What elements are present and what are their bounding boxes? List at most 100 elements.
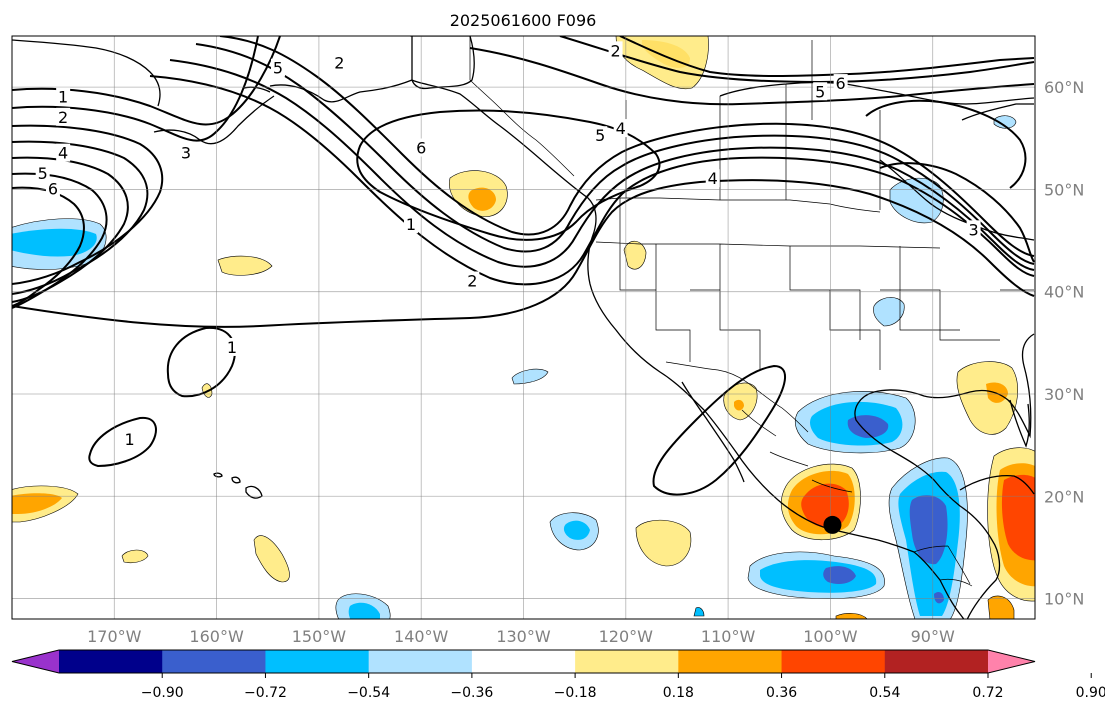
contour-label-halo [403, 215, 418, 234]
contour-line [12, 172, 108, 309]
contour-label-halo [224, 337, 239, 356]
anomaly-region-positive [986, 382, 1008, 403]
lon-tick-label: 160°W [189, 627, 244, 646]
coastline-hudson-bay [719, 81, 1035, 105]
colorbar-tick-label: 0.54 [869, 685, 900, 701]
colorbar-outline [11, 649, 1036, 674]
contour-line [559, 36, 1035, 84]
island-hawaii [213, 472, 223, 478]
map-frame [11, 35, 1036, 620]
coastline-cuba [959, 474, 1035, 495]
colorbar: −0.90 −0.72 −0.54 −0.36 −0.18 0.18 0.36 0.54 0.7… [11, 649, 1105, 701]
contour-line [12, 36, 259, 142]
lat-tick-label: 30°N [1044, 385, 1084, 404]
contour-label: 3 [181, 144, 191, 163]
contour-label: 5 [273, 59, 283, 78]
contour-label: 1 [58, 87, 68, 106]
contour-label: 2 [334, 54, 344, 73]
border-mexico-states [741, 409, 853, 493]
lat-tick-label: 60°N [1044, 78, 1084, 97]
anomaly-region-negative [12, 228, 97, 257]
contour-label: 6 [836, 74, 846, 93]
contour-label: 5 [595, 126, 605, 145]
coastlines [12, 36, 1035, 619]
lon-tick-label: 150°W [292, 627, 347, 646]
location-marker [823, 515, 842, 534]
contour-label: 3 [969, 220, 979, 239]
colorbar-segment [471, 650, 576, 673]
border-us-canada [595, 197, 881, 213]
contour-label: 4 [58, 144, 68, 163]
contour-label: 2 [467, 271, 477, 290]
contour-line [88, 416, 157, 468]
contour-line [356, 109, 661, 241]
contour-line [865, 99, 1027, 189]
contour-label-halo [178, 143, 193, 162]
anomaly-region-negative [909, 495, 948, 565]
contour-label-halo [56, 87, 71, 106]
anomaly-region-positive [956, 361, 1018, 435]
coastline-baja [681, 381, 745, 483]
colorbar-tick-label: −0.72 [244, 685, 287, 701]
contour-line [219, 36, 1035, 257]
lon-tick-label: 130°W [496, 627, 551, 646]
contour-label-halo [833, 74, 848, 93]
lat-tick-label: 20°N [1044, 487, 1084, 506]
anomaly-region-positive [12, 493, 62, 514]
colorbar-tick-label: −0.90 [141, 685, 184, 701]
colorbar-tick-label: −0.54 [347, 685, 390, 701]
contour-label-halo [270, 58, 285, 77]
lon-tick-label: 120°W [599, 627, 654, 646]
colorbar-extend-max [988, 650, 1035, 673]
island-hawaii [231, 476, 241, 484]
colorbar-tick-label: 0.72 [972, 685, 1003, 701]
colorbar-tick-label: 0.90 [1076, 685, 1105, 701]
contour-line [166, 326, 236, 398]
anomaly-region-positive [623, 240, 647, 270]
political-borders [469, 36, 1034, 587]
anomaly-region-negative [348, 602, 380, 619]
lon-tick-label: 110°W [701, 627, 756, 646]
colorbar-segment [265, 650, 370, 673]
colorbar-segment [368, 650, 473, 673]
lat-tick-label: 40°N [1044, 283, 1084, 302]
contour-label-halo [613, 119, 628, 138]
anomaly-region-positive [734, 399, 744, 411]
contour-label: 6 [48, 179, 58, 198]
contour-label: 6 [416, 139, 426, 158]
contour-label-halo [122, 430, 137, 449]
anomaly-region-positive [121, 549, 149, 564]
contour-label-halo [414, 138, 429, 157]
contour-label-halo [56, 143, 71, 162]
contour-label-halo [705, 169, 720, 188]
anomaly-region-positive [253, 535, 290, 583]
contour-line [169, 59, 1035, 271]
contour-label: 2 [58, 108, 68, 127]
anomaly-region-negative [847, 415, 889, 438]
contour-line [619, 36, 1035, 77]
anomaly-region-negative [511, 368, 549, 385]
anomaly-region-negative [563, 520, 590, 540]
anomaly-region-positive [801, 483, 849, 528]
colorbar-segment [678, 650, 783, 673]
contour-lines [12, 36, 1035, 496]
chart-title: 2025061600 F096 [450, 11, 597, 30]
anomaly-region-negative [934, 592, 944, 604]
colorbar-segment [59, 650, 163, 673]
coastline-labrador [961, 103, 1034, 121]
island-chain [243, 86, 271, 93]
contour-line [469, 47, 1035, 106]
border-alaska-canada [469, 36, 575, 177]
border-central-america [913, 545, 973, 587]
lat-tick-label: 50°N [1044, 180, 1084, 199]
contour-label-halo [593, 126, 608, 145]
anomaly-region-positive [987, 595, 1015, 619]
contour-label: 4 [616, 119, 626, 138]
contour-label-halo [332, 53, 347, 72]
coastline-canada-east [879, 159, 1035, 241]
anomaly-region-negative [873, 297, 905, 327]
anomaly-region-positive [468, 187, 496, 211]
colorbar-tick-label: 0.36 [766, 685, 797, 701]
coastline-north-america [411, 36, 965, 619]
